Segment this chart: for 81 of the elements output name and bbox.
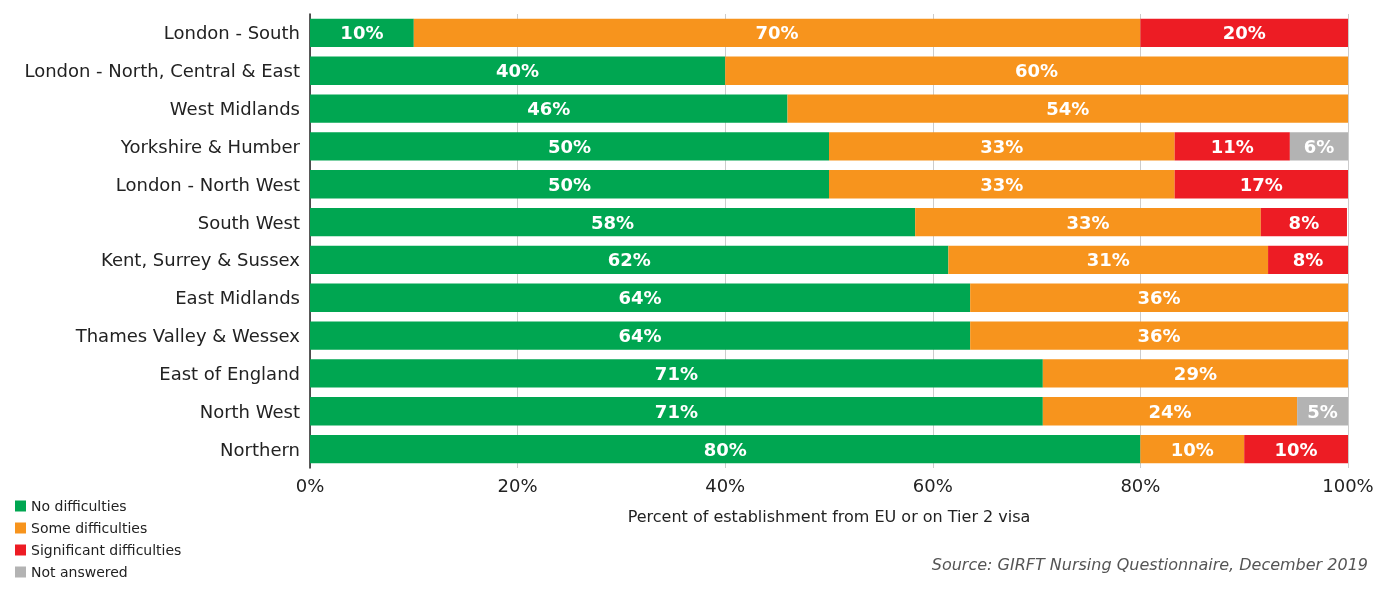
y-tick-label: Thames Valley & Wessex <box>74 325 301 347</box>
bar <box>1174 170 1348 199</box>
bar <box>310 245 949 275</box>
bar <box>915 207 1261 237</box>
data-label: 10% <box>340 22 384 44</box>
data-label: 36% <box>1137 325 1181 347</box>
data-label: 29% <box>1173 362 1217 384</box>
bar <box>1174 132 1290 161</box>
data-label: 33% <box>980 173 1024 195</box>
bar <box>1140 18 1348 48</box>
x-tick-label: 100% <box>1322 474 1374 496</box>
data-label: 24% <box>1148 400 1192 422</box>
data-label: 71% <box>654 362 698 384</box>
data-label: 64% <box>618 325 662 347</box>
y-tick-label: East Midlands <box>175 287 300 309</box>
y-tick-label: Kent, Surrey & Sussex <box>100 249 301 271</box>
data-label: 70% <box>755 22 799 44</box>
data-label: 33% <box>1066 211 1110 233</box>
y-tick-label: East of England <box>159 362 300 384</box>
data-label: 8% <box>1292 249 1324 271</box>
bar <box>970 283 1348 312</box>
data-label: 36% <box>1137 287 1181 309</box>
data-label: 50% <box>547 135 592 157</box>
data-label: 40% <box>496 60 540 82</box>
y-tick-label: London - North, Central & East <box>24 60 300 82</box>
data-label: 80% <box>703 438 747 460</box>
data-label: 31% <box>1086 249 1130 271</box>
data-label: 58% <box>591 211 635 233</box>
data-label: 17% <box>1239 173 1283 195</box>
source-note: Source: GIRFT Nursing Questionnaire, December 2019 <box>931 554 1368 574</box>
legend-label: Not answered <box>31 564 128 580</box>
bar <box>310 321 971 350</box>
bar <box>310 94 788 123</box>
bar <box>725 56 1348 85</box>
y-tick-label: Yorkshire & Humber <box>119 135 301 157</box>
x-tick-label: 20% <box>497 474 538 496</box>
data-label: 20% <box>1222 22 1266 44</box>
bar <box>829 170 1175 199</box>
bar <box>310 207 916 237</box>
data-label: 46% <box>527 98 571 120</box>
data-label: 5% <box>1307 400 1338 422</box>
data-label: 71% <box>654 400 698 422</box>
legend-label: No difficulties <box>31 498 127 514</box>
bar <box>787 94 1348 123</box>
bar <box>829 132 1175 161</box>
x-tick-label: 80% <box>1120 474 1161 496</box>
data-label: 54% <box>1046 98 1090 120</box>
data-label: 8% <box>1288 211 1320 233</box>
bar <box>310 132 829 161</box>
bar <box>310 283 971 312</box>
y-tick-label: West Midlands <box>169 98 300 120</box>
x-tick-label: 60% <box>912 474 953 496</box>
legend-label: Significant difficulties <box>31 542 182 558</box>
bar <box>970 321 1348 350</box>
data-label: 10% <box>1274 438 1318 460</box>
legend-label: Some difficulties <box>31 520 148 536</box>
bar <box>310 170 829 199</box>
y-tick-label: South West <box>197 211 300 233</box>
y-tick-label: London - North West <box>115 173 300 195</box>
y-tick-label: North West <box>199 400 300 422</box>
x-tick-label: 0% <box>295 474 325 496</box>
bar <box>948 245 1269 275</box>
data-label: 6% <box>1303 135 1335 157</box>
bar <box>310 56 726 85</box>
x-tick-label: 40% <box>705 474 746 496</box>
bar <box>310 434 1141 464</box>
data-label: 11% <box>1210 135 1254 157</box>
bar <box>413 18 1141 48</box>
data-label: 10% <box>1170 438 1214 460</box>
y-tick-label: Northern <box>220 438 300 460</box>
bar <box>1042 359 1348 388</box>
data-label: 33% <box>980 135 1024 157</box>
bar <box>1042 397 1298 426</box>
x-axis-title: Percent of establishment from EU or on Tier 2 visa <box>627 506 1031 526</box>
bar <box>310 359 1043 388</box>
data-label: 50% <box>547 173 592 195</box>
data-label: 60% <box>1015 60 1059 82</box>
y-tick-label: London - South <box>163 22 300 44</box>
data-label: 64% <box>618 287 662 309</box>
bar <box>310 397 1043 426</box>
data-label: 62% <box>607 249 651 271</box>
